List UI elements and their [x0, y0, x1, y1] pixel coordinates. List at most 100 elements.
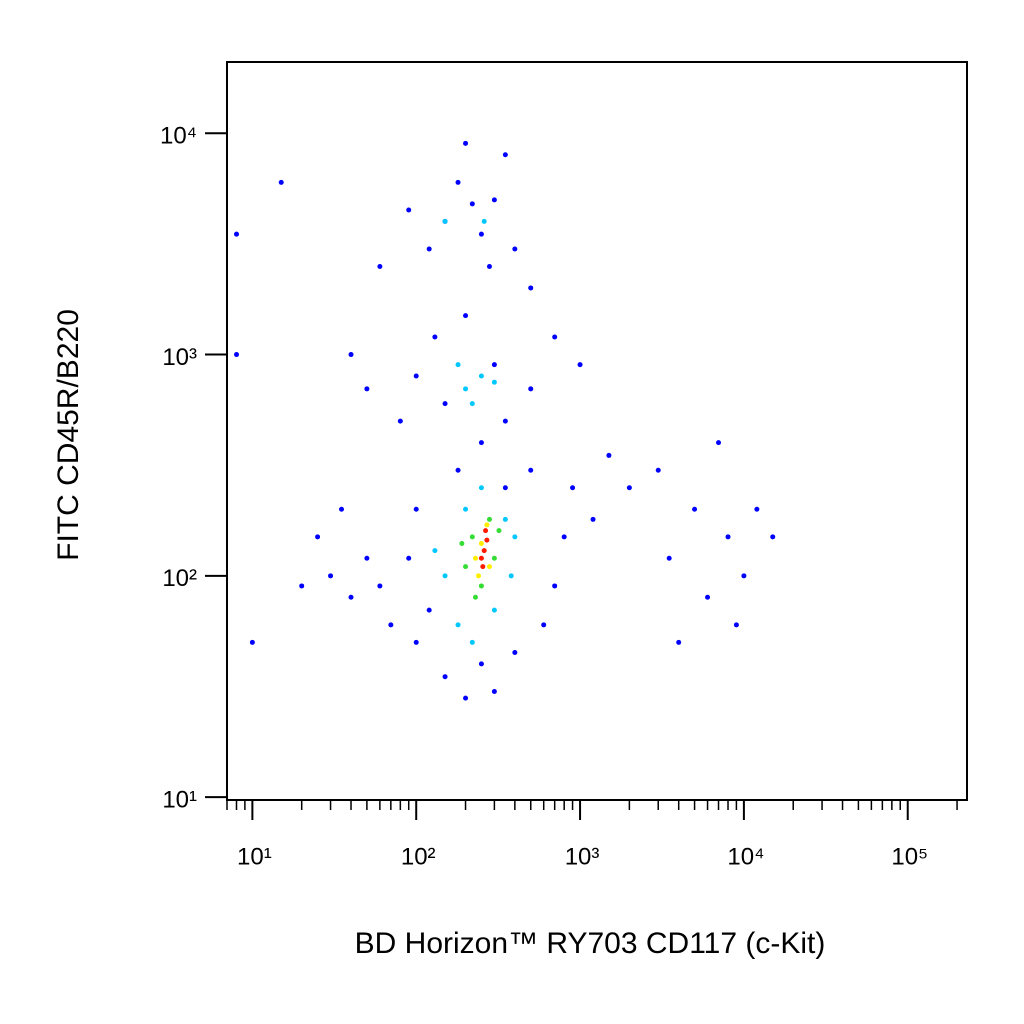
- point: [397, 418, 403, 424]
- x-tick-label: 10¹: [237, 843, 272, 870]
- point: [472, 555, 478, 561]
- point: [716, 440, 722, 446]
- point: [491, 689, 497, 695]
- point: [299, 583, 305, 589]
- x-tick-label: 10³: [565, 843, 600, 870]
- plot-frame: [226, 61, 968, 801]
- point: [234, 352, 240, 358]
- point: [502, 516, 508, 522]
- point: [478, 555, 484, 561]
- point: [512, 534, 518, 540]
- point: [388, 622, 394, 628]
- point: [413, 506, 419, 512]
- point: [377, 583, 383, 589]
- point: [496, 528, 502, 534]
- point: [432, 548, 438, 554]
- point: [528, 467, 534, 473]
- point: [348, 352, 354, 358]
- point: [432, 334, 438, 340]
- point: [692, 506, 698, 512]
- point: [577, 362, 583, 368]
- point: [377, 264, 383, 270]
- point: [481, 218, 487, 224]
- point: [469, 639, 475, 645]
- point: [528, 285, 534, 291]
- point: [463, 695, 469, 701]
- point: [733, 622, 739, 628]
- point: [442, 218, 448, 224]
- point: [455, 179, 461, 185]
- point: [455, 622, 461, 628]
- point: [478, 661, 484, 667]
- point: [459, 540, 465, 546]
- point: [478, 373, 484, 379]
- point: [455, 362, 461, 368]
- point: [655, 467, 661, 473]
- point: [484, 522, 490, 528]
- point: [442, 573, 448, 579]
- point: [626, 485, 632, 491]
- point: [491, 362, 497, 368]
- point: [442, 674, 448, 680]
- point: [413, 639, 419, 645]
- point: [463, 564, 469, 570]
- point: [486, 264, 492, 270]
- y-tick-label: 10⁴: [160, 123, 197, 150]
- point: [486, 516, 492, 522]
- point: [512, 246, 518, 252]
- point: [481, 548, 487, 554]
- point: [348, 594, 354, 600]
- point: [741, 573, 747, 579]
- point: [249, 639, 255, 645]
- point: [590, 516, 596, 522]
- point: [478, 540, 484, 546]
- point: [413, 373, 419, 379]
- point: [455, 467, 461, 473]
- point: [528, 386, 534, 392]
- y-tick-label: 10³: [162, 344, 197, 371]
- x-tick-label: 10⁴: [727, 843, 764, 870]
- point: [469, 401, 475, 407]
- point: [491, 379, 497, 385]
- point: [666, 555, 672, 561]
- x-axis-label: BD Horizon™ RY703 CD117 (c-Kit): [355, 927, 826, 960]
- point: [315, 534, 321, 540]
- point: [364, 555, 370, 561]
- point: [725, 534, 731, 540]
- point: [561, 534, 567, 540]
- point: [508, 573, 514, 579]
- point: [406, 555, 412, 561]
- point: [486, 564, 492, 570]
- point: [463, 140, 469, 146]
- point: [754, 506, 760, 512]
- x-tick-label: 10²: [401, 843, 436, 870]
- point: [426, 246, 432, 252]
- point: [234, 231, 240, 237]
- point: [484, 537, 490, 543]
- point: [478, 485, 484, 491]
- point: [502, 485, 508, 491]
- point: [541, 622, 547, 628]
- point: [328, 573, 334, 579]
- x-tick-label: 10⁵: [891, 843, 928, 870]
- point: [478, 583, 484, 589]
- y-axis-label: FITC CD45R/B220: [52, 309, 85, 561]
- point: [483, 528, 489, 534]
- point: [491, 607, 497, 613]
- point: [512, 650, 518, 656]
- point: [476, 573, 482, 579]
- point: [442, 401, 448, 407]
- point: [469, 201, 475, 207]
- point: [552, 334, 558, 340]
- point: [491, 555, 497, 561]
- point: [676, 639, 682, 645]
- point: [705, 594, 711, 600]
- point: [364, 386, 370, 392]
- point: [472, 594, 478, 600]
- point: [606, 452, 612, 458]
- point: [426, 607, 432, 613]
- point: [491, 197, 497, 203]
- point: [770, 534, 776, 540]
